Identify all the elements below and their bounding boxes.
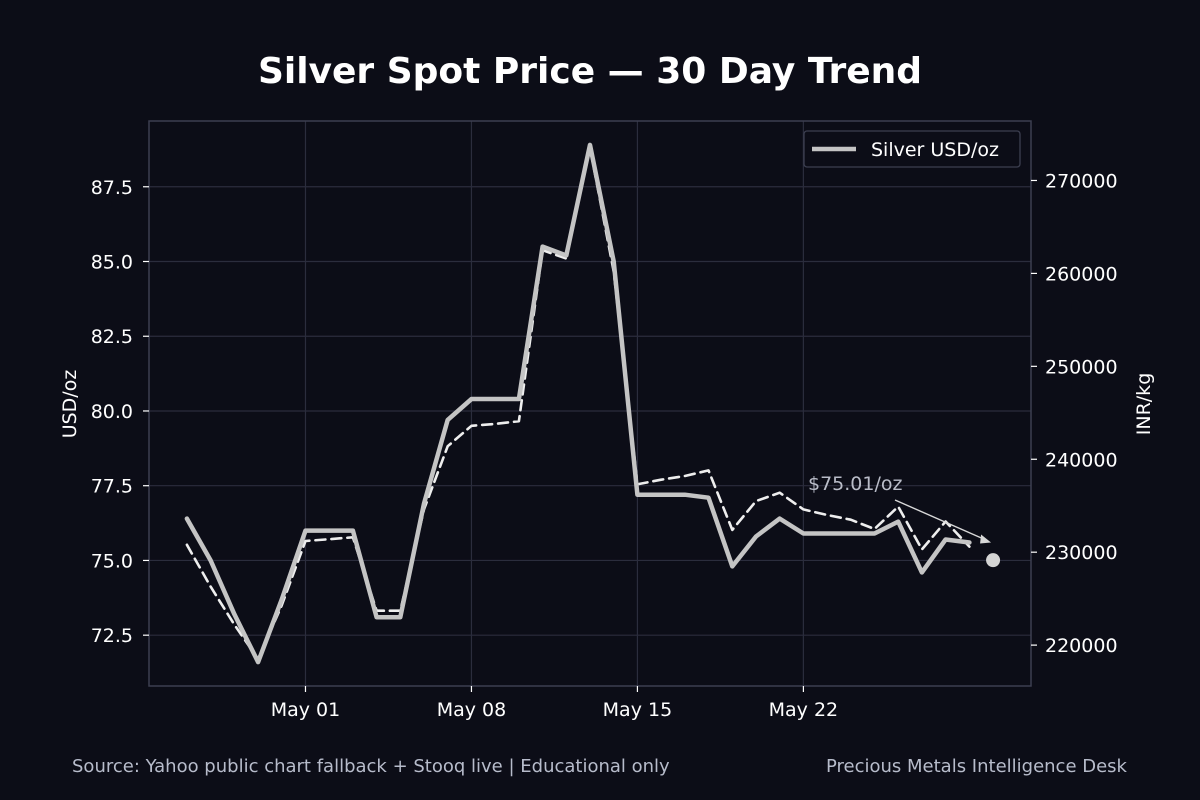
y-left-tick-label: 72.5 [91,625,133,647]
y-left-tick-label: 87.5 [91,177,133,199]
x-tick-label: May 08 [437,699,507,721]
annotation-layer: $75.01/oz [808,473,992,544]
chart-title: Silver Spot Price — 30 Day Trend [258,51,922,92]
series-layer [184,142,1001,665]
series-usd-line [184,142,972,665]
last-price-marker [986,553,1001,568]
y-right-tick-label: 270000 [1045,170,1118,192]
legend-label-silver: Silver USD/oz [871,139,999,161]
plot-frame [148,120,1032,687]
x-tick-label: May 22 [769,699,839,721]
annotation-arrow [894,499,988,542]
x-tick-label: May 15 [603,699,673,721]
y-right-tick-label: 260000 [1045,263,1118,285]
y-axis-left-label: USD/oz [59,370,81,439]
y-right-tick-label: 220000 [1045,635,1118,657]
series-inr-line [185,146,971,661]
y-left-tick-label: 82.5 [91,326,133,348]
legend-box [803,130,1021,168]
legend: Silver USD/oz [803,130,1021,168]
x-axis: May 01 May 08 May 15 May 22 [271,686,838,721]
y-left-tick-label: 80.0 [91,401,133,423]
annotation-arrowhead [980,534,992,544]
y-left-tick-label: 75.0 [91,550,133,572]
y-left-tick-label: 77.5 [91,476,133,498]
footer-source: Source: Yahoo public chart fallback + St… [72,756,670,777]
y-right-tick-label: 230000 [1045,542,1118,564]
y-axis-left: 72.5 75.0 77.5 80.0 82.5 85.0 87.5 [91,177,149,647]
footer-desk: Precious Metals Intelligence Desk [826,756,1128,777]
y-axis-right: 220000 230000 240000 250000 260000 270000 [1031,170,1118,657]
y-right-tick-label: 250000 [1045,356,1118,378]
y-left-tick-label: 85.0 [91,252,133,274]
annotation-label: $75.01/oz [808,473,903,495]
x-tick-label: May 01 [271,699,341,721]
y-right-tick-label: 240000 [1045,449,1118,471]
y-axis-right-label: INR/kg [1133,373,1155,435]
